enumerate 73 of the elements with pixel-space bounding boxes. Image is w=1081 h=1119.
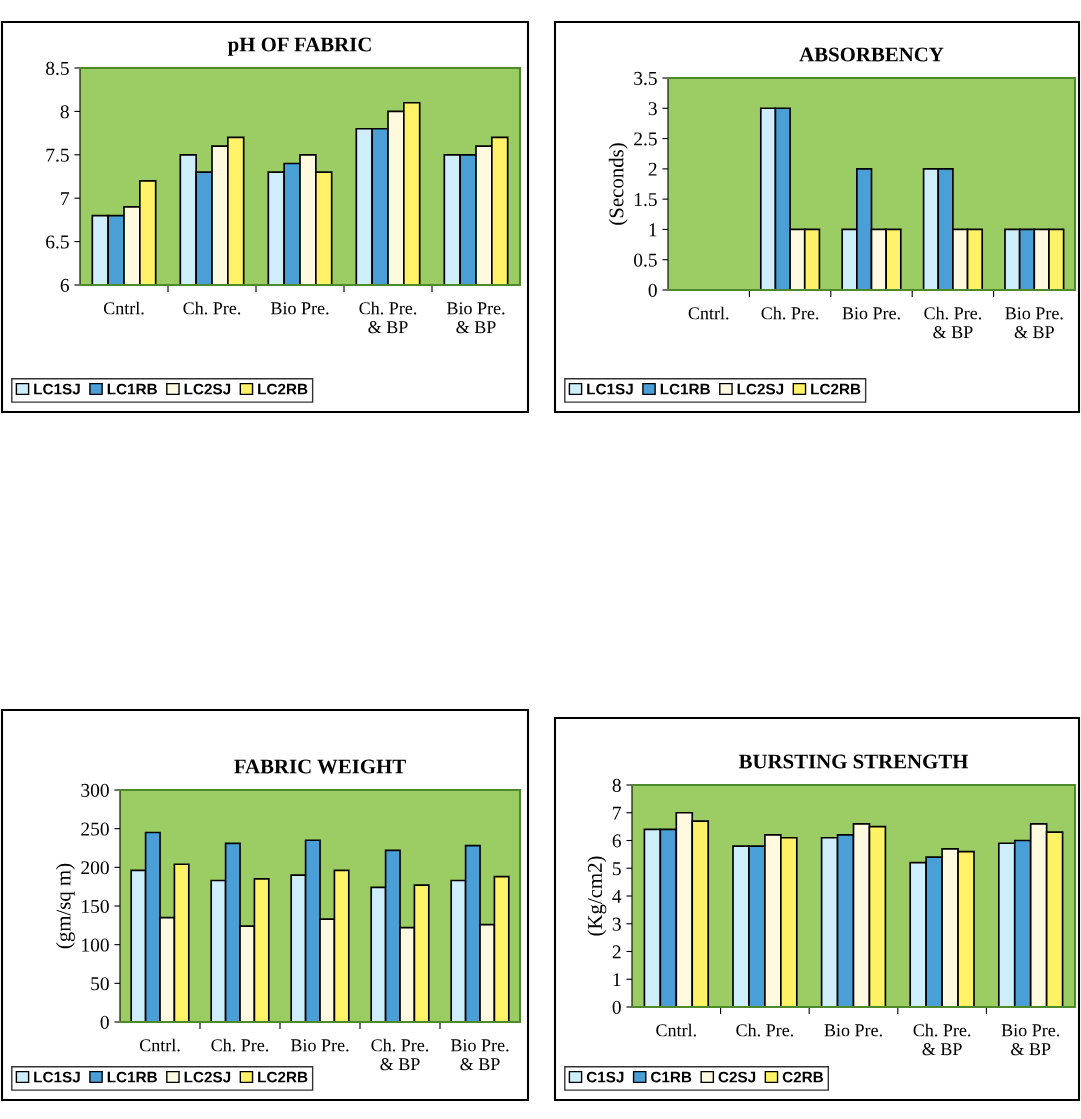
x-tick-label: Bio Pre. & BP — [1001, 1024, 1060, 1056]
legend-label: C2SJ — [718, 1071, 756, 1083]
y-tick-label: 300 — [81, 783, 109, 797]
y-tick-label: 6.5 — [46, 235, 69, 249]
x-tick-label: Ch. Pre. — [183, 301, 241, 315]
y-tick-label: 50 — [91, 977, 109, 991]
legend-label: LC1SJ — [34, 1071, 80, 1083]
y-tick-label: 8 — [60, 105, 69, 119]
y-tick-label: 2 — [612, 945, 621, 959]
y-tick-label: 0 — [612, 1000, 621, 1014]
y-tick-label: 2 — [648, 162, 657, 176]
y-tick-label: 0 — [100, 1015, 109, 1029]
y-tick-label: 3 — [648, 102, 657, 116]
legend-label: LC1SJ — [34, 383, 80, 395]
x-tick-label: Cntrl. — [656, 1023, 696, 1037]
y-tick-label: 0 — [648, 283, 657, 297]
legend-label: LC1RB — [660, 383, 710, 395]
x-tick-label: Bio Pre. & BP — [446, 302, 505, 334]
x-tick-label: Cntrl. — [139, 1038, 180, 1052]
y-tick-label: 7.5 — [46, 148, 69, 162]
chart-title: pH OF FABRIC — [227, 37, 371, 56]
legend-label: LC2RB — [258, 383, 308, 395]
chart-title: FABRIC WEIGHT — [234, 759, 406, 774]
legend-label: LC2RB — [258, 1071, 308, 1083]
y-axis-title: (Kg/cm2) — [587, 856, 607, 936]
x-tick-label: Ch. Pre. & BP — [359, 301, 417, 334]
legend-label: C1RB — [651, 1071, 692, 1083]
y-tick-label: 250 — [81, 822, 109, 836]
y-tick-label: 0.5 — [634, 253, 657, 267]
legend-label: LC1RB — [107, 1071, 157, 1083]
chart-title: ABSORBENCY — [799, 47, 944, 62]
legend-label: C2RB — [782, 1071, 824, 1083]
y-tick-label: 1 — [613, 973, 621, 986]
chart-title: BURSTING STRENGTH — [738, 754, 969, 769]
y-tick-label: 3.5 — [634, 71, 657, 86]
y-tick-label: 100 — [82, 938, 109, 952]
x-tick-label: Cntrl. — [688, 306, 729, 320]
y-tick-label: 8.5 — [46, 61, 69, 76]
x-tick-label: Bio Pre. — [842, 307, 900, 320]
x-tick-label: Bio Pre. — [270, 302, 329, 315]
legend-label: LC1RB — [107, 383, 157, 395]
x-tick-label: Ch. Pre. — [761, 306, 819, 320]
x-tick-label: Ch. Pre. & BP — [924, 306, 982, 339]
y-tick-label: 6 — [60, 278, 69, 292]
x-tick-label: Cntrl. — [103, 301, 144, 315]
x-tick-label: Ch. Pre. & BP — [371, 1038, 429, 1071]
legend-label: LC2SJ — [184, 383, 231, 395]
x-tick-label: Bio Pre. — [824, 1024, 882, 1037]
y-axis-title: (Seconds) — [608, 143, 628, 225]
y-tick-label: 3 — [612, 917, 621, 931]
legend-label: LC1SJ — [587, 383, 633, 395]
y-tick-label: 4 — [612, 889, 622, 903]
y-tick-label: 7 — [61, 192, 70, 205]
y-tick-label: 2.5 — [634, 132, 657, 146]
y-axis-title: (gm/sq m) — [55, 863, 75, 949]
x-tick-label: Ch. Pre. — [211, 1038, 269, 1052]
y-tick-label: 8 — [612, 778, 621, 792]
x-tick-label: Bio Pre. & BP — [450, 1039, 509, 1071]
y-tick-label: 1.5 — [634, 193, 657, 207]
y-tick-label: 5 — [612, 862, 621, 876]
legend-label: LC2SJ — [737, 383, 784, 395]
y-tick-label: 7 — [613, 806, 622, 820]
legend-label: C1SJ — [586, 1071, 624, 1083]
y-tick-label: 1 — [649, 223, 657, 237]
y-tick-label: 150 — [82, 899, 109, 913]
x-tick-label: Ch. Pre. & BP — [913, 1023, 971, 1056]
legend-label: LC2RB — [811, 383, 861, 395]
x-tick-label: Bio Pre. & BP — [1005, 307, 1063, 339]
legend-label: LC2SJ — [184, 1071, 231, 1083]
x-tick-label: Ch. Pre. — [736, 1023, 794, 1037]
y-tick-label: 6 — [612, 834, 621, 848]
y-tick-label: 200 — [81, 861, 109, 875]
x-tick-label: Bio Pre. — [290, 1039, 349, 1052]
